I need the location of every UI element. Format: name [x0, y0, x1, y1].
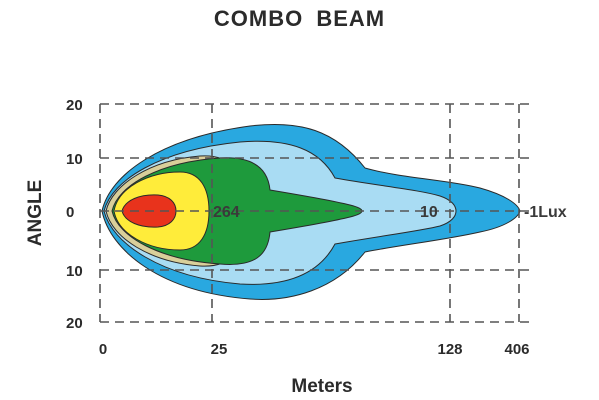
- y-tick-label: 10: [66, 151, 83, 168]
- y-tick-label: 0: [66, 204, 74, 221]
- chart-title: COMBO BEAM: [213, 6, 386, 31]
- y-axis-label: ANGLE: [25, 180, 46, 247]
- y-tick-label: 20: [66, 315, 83, 332]
- lux-label-264: 264: [213, 204, 240, 221]
- x-tick-label: 406: [504, 341, 529, 358]
- x-axis-label: Meters: [291, 376, 352, 397]
- x-tick-label: 25: [211, 341, 228, 358]
- y-tick-label: 10: [66, 263, 83, 280]
- lux-label-1: -1Lux: [524, 204, 567, 221]
- grid: [99, 103, 530, 323]
- x-tick-label: 128: [437, 341, 462, 358]
- x-tick-label: 0: [99, 341, 107, 358]
- y-tick-label: 20: [66, 97, 83, 114]
- lux-label-10: 10: [420, 204, 438, 221]
